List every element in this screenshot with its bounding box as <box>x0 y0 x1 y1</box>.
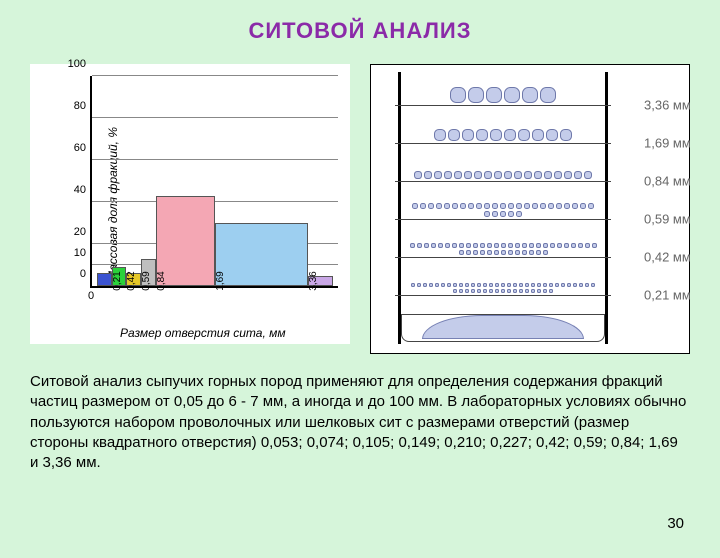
y-tick: 10 <box>74 247 86 259</box>
sieve-wall-right <box>605 72 608 344</box>
sieve-stack: 3,36 мм1,69 мм0,84 мм0,59 мм0,42 мм0,21 … <box>398 72 608 344</box>
particles <box>409 283 597 293</box>
bar <box>97 273 112 286</box>
sieve-wall-left <box>398 72 401 344</box>
panels-row: Массовая доля фракций, % 0 0102040608010… <box>30 64 690 354</box>
gridline <box>92 201 338 202</box>
x-tick: 3,36 <box>308 271 319 290</box>
bar <box>215 223 308 286</box>
mesh-line <box>395 257 611 258</box>
y-tick: 100 <box>68 58 86 70</box>
particles <box>409 171 597 179</box>
particles <box>409 243 597 255</box>
sieve-size-label: 0,21 мм <box>644 288 691 303</box>
mesh-line <box>395 143 611 144</box>
particles <box>409 203 597 217</box>
sieve-size-label: 0,42 мм <box>644 249 691 264</box>
page-number: 30 <box>667 515 684 532</box>
x-origin-label: 0 <box>88 290 94 302</box>
x-tick: 0,42 <box>126 271 137 290</box>
page-title: СИТОВОЙ АНАЛИЗ <box>0 18 720 44</box>
sieve-size-label: 3,36 мм <box>644 97 691 112</box>
y-tick: 0 <box>80 268 86 280</box>
sieve-pan <box>401 314 605 342</box>
plot-area: 0 010204060801000,210,420,590,841,693,36 <box>90 76 338 288</box>
particles <box>409 87 597 103</box>
x-tick: 0,59 <box>141 271 152 290</box>
fine-powder <box>422 315 584 339</box>
x-axis-label: Размер отверстия сита, мм <box>120 326 286 340</box>
x-tick: 1,69 <box>215 271 226 290</box>
sieve-diagram: 3,36 мм 1,69 мм 0,84 мм 0,59 мм 0,42 мм 0,21 … <box>370 64 690 354</box>
x-tick: 0,84 <box>156 271 167 290</box>
bar-chart: Массовая доля фракций, % 0 0102040608010… <box>30 64 350 344</box>
x-tick: 0,21 <box>112 271 123 290</box>
y-tick: 80 <box>74 100 86 112</box>
y-tick: 20 <box>74 226 86 238</box>
description-text: Ситовой анализ сыпучих горных пород прим… <box>30 372 690 473</box>
mesh-line <box>395 181 611 182</box>
gridline <box>92 159 338 160</box>
mesh-line <box>395 295 611 296</box>
mesh-line <box>395 105 611 106</box>
mesh-line <box>395 219 611 220</box>
sieve-size-label: 1,69 мм <box>644 135 691 150</box>
particles <box>409 129 597 141</box>
y-tick: 60 <box>74 142 86 154</box>
gridline <box>92 75 338 76</box>
gridline <box>92 117 338 118</box>
y-tick: 40 <box>74 184 86 196</box>
sieve-size-label: 0,84 мм <box>644 173 691 188</box>
sieve-size-label: 0,59 мм <box>644 211 691 226</box>
